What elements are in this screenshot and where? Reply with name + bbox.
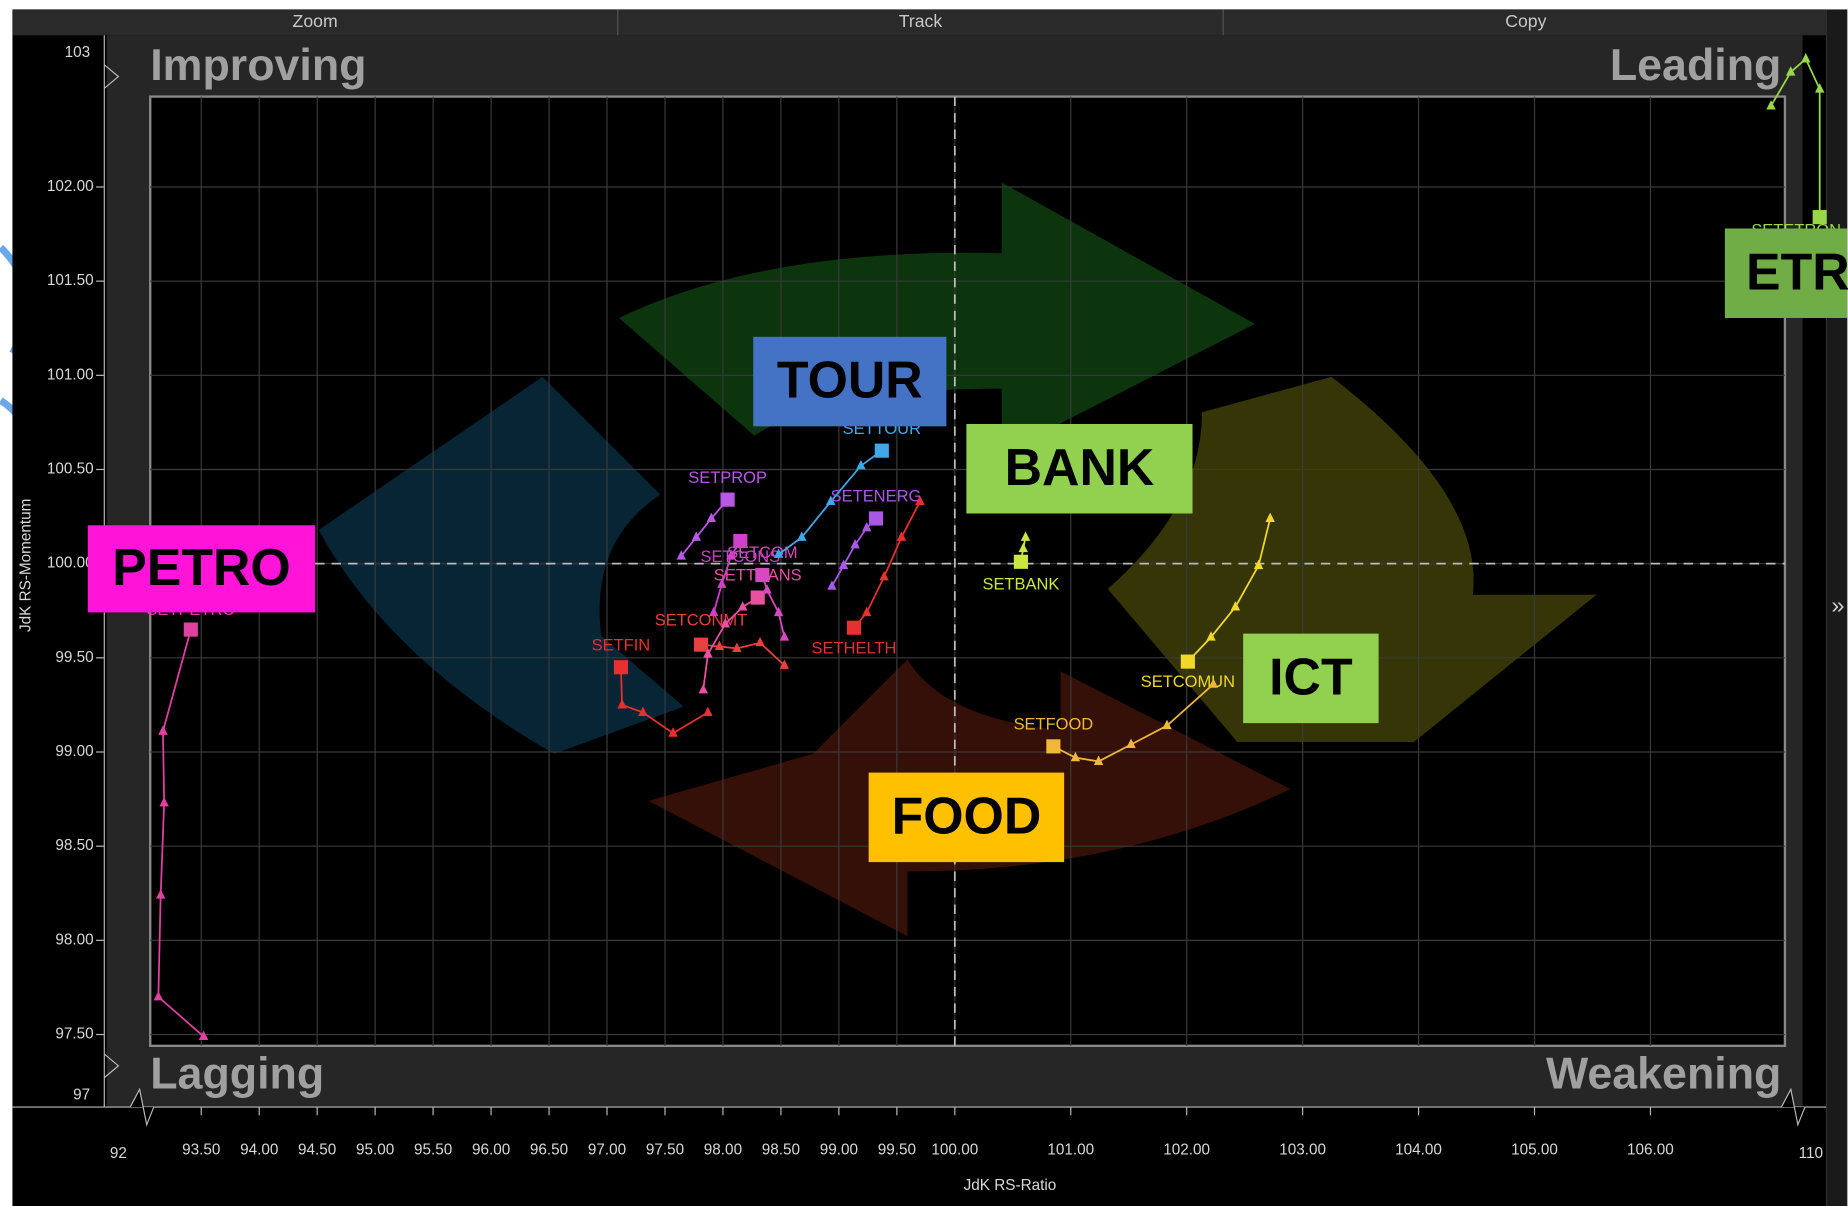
y-tick-label: 97.50 [55, 1026, 93, 1043]
callout-label: TOUR [777, 351, 923, 409]
x-tick-label: 105.00 [1511, 1142, 1558, 1159]
page: {"chart_data": { "type": "scatter", "too… [0, 0, 1848, 1206]
y-end-label: 103 [65, 44, 91, 61]
callout-label: ETR [1746, 242, 1848, 300]
series-label: SETBANK [982, 576, 1059, 594]
callout-label: FOOD [892, 786, 1042, 844]
toolbar-button[interactable]: Zoom [293, 11, 338, 31]
y-tick-label: 102.00 [47, 178, 94, 195]
y-tick-label: 101.50 [47, 272, 94, 289]
x-tick-label: 99.00 [820, 1142, 858, 1159]
x-tick-label: 98.00 [704, 1142, 742, 1159]
x-tick-label: 102.00 [1163, 1142, 1210, 1159]
head-marker[interactable] [847, 621, 861, 635]
y-axis-title: JdK RS-Momentum [18, 499, 35, 632]
series-label: SETCOMUN [1141, 673, 1235, 691]
x-axis-title: JdK RS-Ratio [964, 1177, 1057, 1194]
x-tick-label: 95.00 [356, 1142, 394, 1159]
x-tick-label: 97.00 [588, 1142, 626, 1159]
x-tick-label: 99.50 [878, 1142, 916, 1159]
y-tick-label: 100.00 [47, 555, 94, 572]
head-marker[interactable] [1181, 655, 1195, 669]
quadrant-label: Lagging [150, 1048, 324, 1098]
head-marker[interactable] [721, 493, 735, 507]
x-tick-label: 95.50 [414, 1142, 452, 1159]
y-tick-label: 100.50 [47, 461, 94, 478]
x-tick-label: 101.00 [1047, 1142, 1094, 1159]
x-tick-label: 97.50 [646, 1142, 684, 1159]
x-tick-label: 94.00 [240, 1142, 278, 1159]
quadrant-label: Leading [1610, 40, 1782, 90]
series-label: SETHELTH [812, 639, 897, 657]
y-tick-label: 98.00 [55, 931, 93, 948]
y-tick-label: 99.00 [55, 743, 93, 760]
x-tick-label: 94.50 [298, 1142, 336, 1159]
x-tick-label: 104.00 [1395, 1142, 1442, 1159]
series-label: SETPROP [688, 469, 767, 487]
series-label: SETCONS [701, 548, 781, 566]
x-tick-label: 96.00 [472, 1142, 510, 1159]
head-marker[interactable] [875, 444, 889, 458]
head-marker[interactable] [1046, 739, 1060, 753]
head-marker[interactable] [1014, 555, 1028, 569]
head-marker[interactable] [694, 638, 708, 652]
y-end-label: 97 [73, 1086, 90, 1103]
x-tick-label: 100.00 [931, 1142, 978, 1159]
head-marker[interactable] [733, 534, 747, 548]
toolbar-button[interactable]: Track [899, 11, 943, 31]
head-marker[interactable] [869, 511, 883, 525]
x-end-label: 110 [1799, 1145, 1823, 1162]
series-label: SETFIN [592, 636, 651, 654]
quadrant-label: Weakening [1546, 1048, 1781, 1098]
x-tick-label: 98.50 [762, 1142, 800, 1159]
expand-icon[interactable]: » [1831, 592, 1844, 618]
chart: » Zoom Track Copy Improving Leading Lagging We… [0, 0, 1848, 1206]
x-tick-label: 103.00 [1279, 1142, 1326, 1159]
quadrant-label: Improving [150, 40, 366, 90]
series-label: SETCONMT [655, 611, 747, 629]
y-tick-label: 98.50 [55, 837, 93, 854]
callout-label: BANK [1005, 438, 1155, 496]
y-tick-label: 101.00 [47, 366, 94, 383]
head-marker[interactable] [751, 591, 765, 605]
head-marker[interactable] [614, 660, 628, 674]
x-tick-label: 93.50 [182, 1142, 220, 1159]
head-marker[interactable] [755, 568, 769, 582]
y-tick-label: 99.50 [55, 649, 93, 666]
x-tick-label: 96.50 [530, 1142, 568, 1159]
series-label: SETFOOD [1014, 716, 1094, 734]
callout-label: ICT [1269, 647, 1353, 705]
toolbar-button[interactable]: Copy [1505, 11, 1546, 31]
x-end-label: 92 [110, 1145, 127, 1162]
callout-label: PETRO [112, 538, 291, 596]
head-marker[interactable] [184, 623, 198, 637]
x-tick-label: 106.00 [1627, 1142, 1674, 1159]
series-label: SETENERG [831, 488, 922, 506]
